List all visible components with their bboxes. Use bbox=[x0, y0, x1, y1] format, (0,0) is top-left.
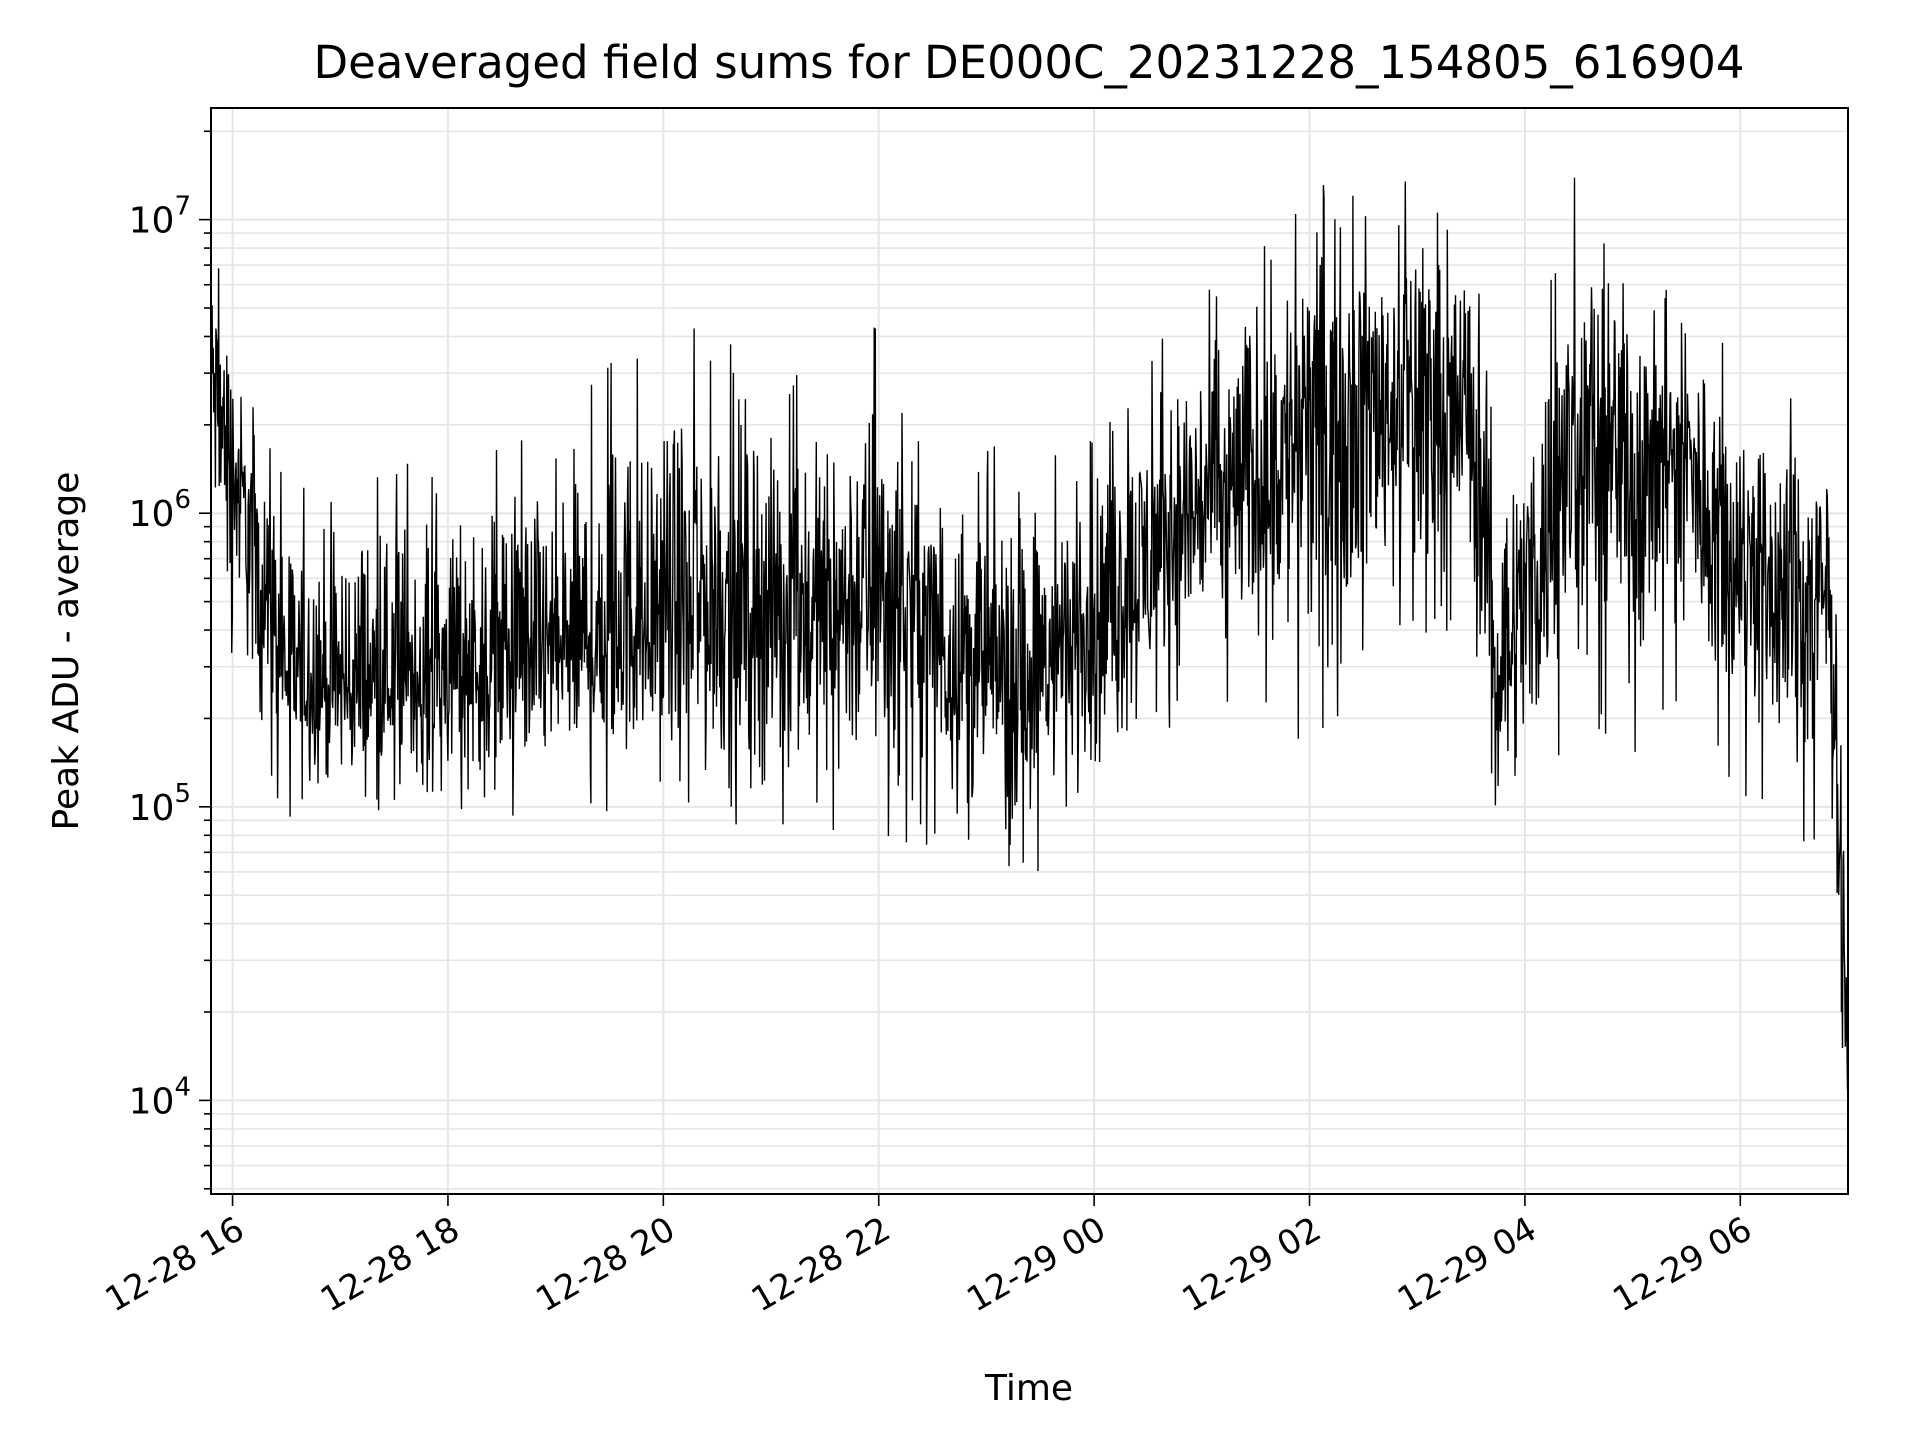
x-axis-label: Time bbox=[984, 1368, 1073, 1409]
y-tick-label: 105 bbox=[129, 779, 191, 829]
grid bbox=[211, 108, 1848, 1194]
y-tick-label: 104 bbox=[129, 1072, 191, 1122]
y-tick-label: 106 bbox=[129, 485, 191, 535]
series-path bbox=[210, 177, 1849, 1090]
y-axis-label: Peak ADU - average bbox=[46, 472, 87, 831]
plot-frame bbox=[210, 107, 1849, 1195]
series-line bbox=[210, 177, 1849, 1090]
y-tick-label: 107 bbox=[129, 192, 191, 242]
chart-title: Deaveraged field sums for DE000C_2023122… bbox=[313, 36, 1744, 89]
